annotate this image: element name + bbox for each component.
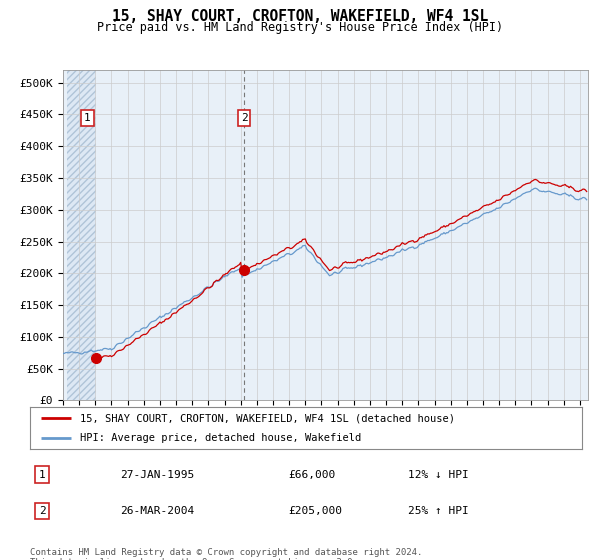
Text: 26-MAR-2004: 26-MAR-2004 xyxy=(120,506,194,516)
Bar xyxy=(67,70,97,400)
Text: 25% ↑ HPI: 25% ↑ HPI xyxy=(408,506,469,516)
Text: 1: 1 xyxy=(84,113,91,123)
Text: Contains HM Land Registry data © Crown copyright and database right 2024.
This d: Contains HM Land Registry data © Crown c… xyxy=(30,548,422,560)
Text: £66,000: £66,000 xyxy=(288,470,335,480)
Text: 2: 2 xyxy=(38,506,46,516)
Text: £205,000: £205,000 xyxy=(288,506,342,516)
Text: 2: 2 xyxy=(241,113,247,123)
Text: 27-JAN-1995: 27-JAN-1995 xyxy=(120,470,194,480)
Text: 12% ↓ HPI: 12% ↓ HPI xyxy=(408,470,469,480)
Text: 15, SHAY COURT, CROFTON, WAKEFIELD, WF4 1SL: 15, SHAY COURT, CROFTON, WAKEFIELD, WF4 … xyxy=(112,9,488,24)
Text: 1: 1 xyxy=(38,470,46,480)
Text: HPI: Average price, detached house, Wakefield: HPI: Average price, detached house, Wake… xyxy=(80,433,361,443)
Text: 15, SHAY COURT, CROFTON, WAKEFIELD, WF4 1SL (detached house): 15, SHAY COURT, CROFTON, WAKEFIELD, WF4 … xyxy=(80,413,455,423)
Text: Price paid vs. HM Land Registry's House Price Index (HPI): Price paid vs. HM Land Registry's House … xyxy=(97,21,503,34)
